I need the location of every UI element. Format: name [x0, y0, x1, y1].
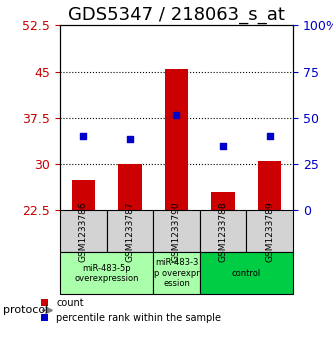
Text: protocol: protocol [3, 305, 49, 315]
Point [127, 136, 133, 142]
FancyBboxPatch shape [60, 252, 153, 294]
Bar [165, 69, 188, 210]
Text: miR-483-3
p overexpr
ession: miR-483-3 p overexpr ession [154, 258, 199, 288]
Text: GSM1233790: GSM1233790 [172, 201, 181, 262]
Text: GSM1233789: GSM1233789 [265, 201, 274, 262]
Point [220, 143, 226, 148]
FancyBboxPatch shape [246, 210, 293, 252]
FancyBboxPatch shape [153, 210, 200, 252]
Point [267, 134, 272, 139]
Point [81, 134, 86, 139]
Bar [211, 192, 235, 210]
FancyBboxPatch shape [60, 210, 107, 252]
Text: miR-483-5p
overexpression: miR-483-5p overexpression [74, 264, 139, 283]
Legend: count, percentile rank within the sample: count, percentile rank within the sample [37, 294, 225, 327]
Text: GSM1233787: GSM1233787 [125, 201, 135, 262]
Bar [72, 180, 95, 210]
Title: GDS5347 / 218063_s_at: GDS5347 / 218063_s_at [68, 6, 285, 24]
Point [174, 112, 179, 118]
FancyBboxPatch shape [153, 252, 200, 294]
Bar [118, 164, 142, 210]
FancyBboxPatch shape [200, 252, 293, 294]
FancyBboxPatch shape [200, 210, 246, 252]
Text: GSM1233786: GSM1233786 [79, 201, 88, 262]
Text: GSM1233788: GSM1233788 [218, 201, 228, 262]
Text: control: control [232, 269, 261, 278]
FancyBboxPatch shape [107, 210, 153, 252]
Bar [258, 161, 281, 210]
